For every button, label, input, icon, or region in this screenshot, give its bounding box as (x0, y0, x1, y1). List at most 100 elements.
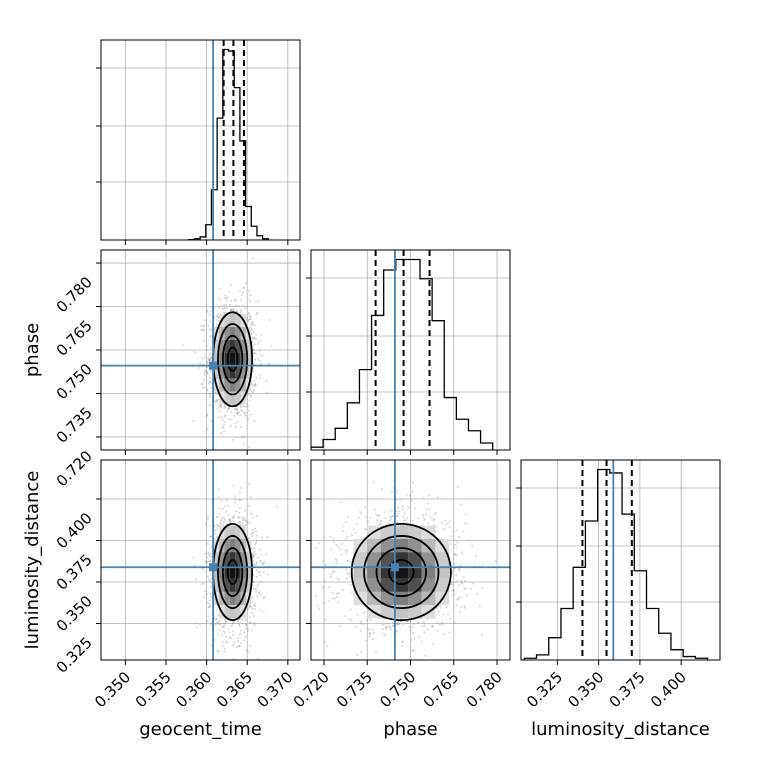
sample-point (431, 625, 434, 628)
sample-point (257, 583, 260, 586)
sample-point (242, 442, 245, 445)
sample-point (371, 637, 374, 640)
sample-point (397, 512, 400, 515)
sample-point (351, 591, 354, 594)
sample-point (464, 513, 467, 516)
sample-point (218, 628, 221, 631)
sample-point (450, 535, 453, 538)
sample-point (253, 527, 256, 530)
sample-point (339, 548, 342, 551)
density-panel-geocent_time-vs-luminosity_distance: 0.3250.3500.3750.4000.3500.3550.3600.365… (53, 459, 301, 711)
sample-point (433, 518, 436, 521)
density-cell (367, 552, 381, 566)
sample-point (200, 357, 203, 360)
sample-point (247, 311, 250, 314)
sample-point (239, 620, 242, 623)
sample-point (253, 602, 256, 605)
sample-point (216, 633, 219, 636)
sample-point (207, 551, 210, 554)
contour-line (375, 547, 427, 597)
sample-point (333, 541, 336, 544)
sample-point (227, 504, 230, 507)
density-cell (235, 591, 241, 606)
sample-point (251, 532, 254, 535)
sample-point (411, 519, 414, 522)
density-cell (394, 578, 409, 592)
sample-point (234, 299, 237, 302)
density-cell (224, 378, 230, 392)
sample-point (215, 515, 218, 518)
y-tick-label: 0.750 (53, 360, 96, 403)
sample-point (222, 523, 225, 526)
sample-point (402, 519, 405, 522)
sample-point (208, 605, 211, 608)
sample-point (249, 316, 252, 319)
density-cell (224, 314, 230, 327)
density-cell (219, 578, 225, 592)
sample-point (383, 510, 386, 513)
sample-point (481, 633, 484, 636)
sample-point (462, 576, 465, 579)
panel-frame (100, 459, 301, 661)
sample-point (214, 623, 217, 626)
sample-point (346, 549, 349, 552)
density-cell (219, 352, 225, 366)
sample-point (368, 628, 371, 631)
sample-point (230, 637, 233, 640)
sample-point (455, 546, 458, 549)
x-axis-label-luminosity_distance: luminosity_distance (531, 719, 710, 740)
sample-point (251, 322, 254, 325)
sample-point (255, 569, 258, 572)
sample-point (322, 602, 325, 605)
sample-point (242, 639, 245, 642)
sample-point (259, 353, 262, 356)
sample-point (260, 333, 263, 336)
sample-point (252, 338, 255, 341)
sample-point (221, 426, 224, 429)
sample-point (335, 577, 338, 580)
truth-marker (209, 361, 218, 370)
sample-point (227, 406, 230, 409)
sample-point (428, 515, 431, 518)
sample-point (238, 491, 241, 494)
contour-line (221, 334, 244, 384)
sample-point (432, 519, 435, 522)
sample-point (392, 621, 395, 624)
sample-point (288, 615, 290, 617)
density-cell (408, 525, 422, 539)
sample-point (481, 563, 484, 566)
sample-point (255, 333, 258, 336)
sample-point (243, 307, 246, 310)
sample-point (230, 309, 233, 312)
sample-point (256, 585, 259, 588)
sample-point (457, 584, 460, 587)
sample-point (435, 512, 438, 515)
sample-point (243, 412, 246, 415)
sample-point (253, 563, 256, 566)
sample-point (239, 499, 242, 502)
sample-point (342, 589, 345, 592)
sample-point (266, 536, 269, 539)
sample-point (384, 627, 387, 630)
sample-point (239, 405, 242, 408)
sample-point (204, 356, 207, 359)
sample-point (337, 592, 340, 595)
sample-point (255, 376, 258, 379)
sample-point (202, 325, 205, 328)
sample-point (243, 516, 246, 519)
sample-point (209, 335, 212, 338)
sample-point (237, 640, 240, 643)
sample-point (388, 520, 391, 523)
sample-point (245, 622, 248, 625)
y-tick-label: 0.400 (53, 509, 96, 552)
sample-point (365, 639, 368, 642)
y-tick-label: 0.765 (53, 317, 96, 360)
sample-point (252, 615, 255, 618)
sample-point (216, 516, 219, 519)
sample-point (447, 521, 450, 524)
sample-point (365, 618, 368, 621)
sample-point (346, 559, 349, 562)
sample-point (202, 568, 205, 571)
sample-point (237, 644, 240, 647)
